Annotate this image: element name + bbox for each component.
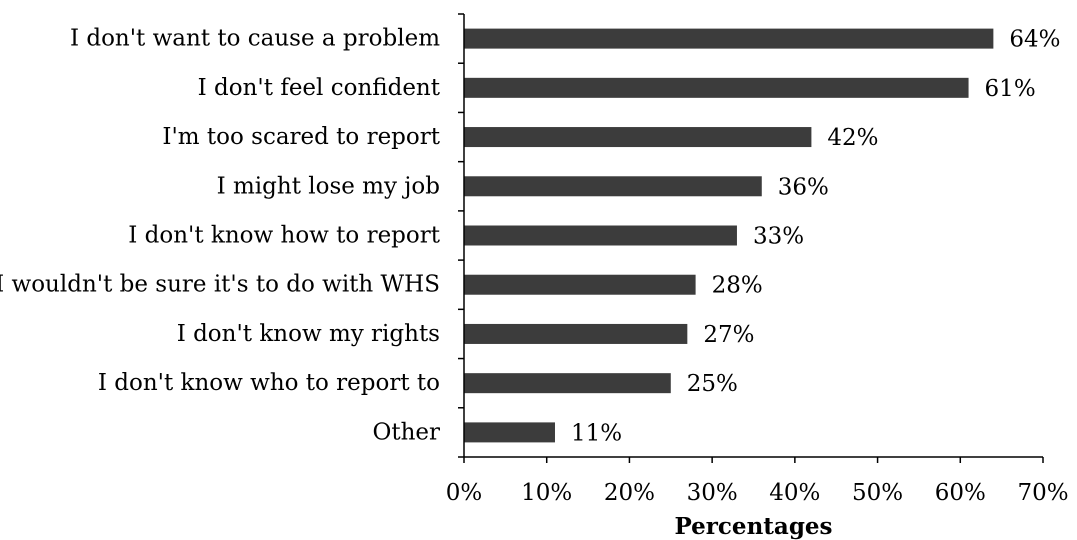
data-label: 11%: [571, 420, 622, 446]
data-label: 25%: [687, 371, 738, 397]
x-tick-label: 70%: [1017, 480, 1068, 506]
x-tick-label: 50%: [852, 480, 903, 506]
bar: [464, 77, 969, 98]
bar: [464, 373, 671, 394]
x-tick-label: 40%: [769, 480, 820, 506]
category-label: I might lose my job: [217, 173, 440, 199]
bar: [464, 176, 762, 197]
category-label: I wouldn't be sure it's to do with WHS: [0, 272, 440, 298]
bar: [464, 225, 737, 246]
x-tick-label: 0%: [446, 480, 483, 506]
category-label: I don't want to cause a problem: [70, 26, 440, 52]
x-tick-label: 30%: [687, 480, 738, 506]
x-axis-title: Percentages: [675, 513, 833, 540]
x-axis-ticks: [463, 457, 1044, 463]
x-tick-labels: 0% 10% 20% 30% 40% 50% 60% 70%: [446, 480, 1069, 506]
bar: [464, 127, 812, 148]
bars-group: [464, 28, 994, 443]
data-label: 28%: [712, 273, 763, 299]
value-labels: 64% 61% 42% 36% 33% 28% 27% 25% 11%: [571, 27, 1061, 447]
category-label: I'm too scared to report: [162, 124, 440, 150]
category-label: I don't know my rights: [177, 321, 440, 347]
data-label: 27%: [703, 322, 754, 348]
bar: [464, 422, 555, 443]
y-axis-ticks: [458, 13, 464, 458]
bar: [464, 323, 688, 344]
x-tick-label: 10%: [521, 480, 572, 506]
data-label: 42%: [827, 125, 878, 151]
x-tick-label: 60%: [935, 480, 986, 506]
category-labels: I don't want to cause a problem I don't f…: [0, 26, 441, 446]
category-label: I don't know how to report: [128, 223, 440, 249]
bar: [464, 28, 994, 49]
category-label: Other: [372, 419, 440, 445]
x-tick-label: 20%: [604, 480, 655, 506]
data-label: 64%: [1009, 27, 1060, 53]
data-label: 61%: [985, 76, 1036, 102]
data-label: 33%: [753, 224, 804, 250]
bar: [464, 274, 696, 295]
data-label: 36%: [778, 174, 829, 200]
category-label: I don't feel confident: [198, 75, 441, 101]
category-label: I don't know who to report to: [98, 370, 440, 396]
